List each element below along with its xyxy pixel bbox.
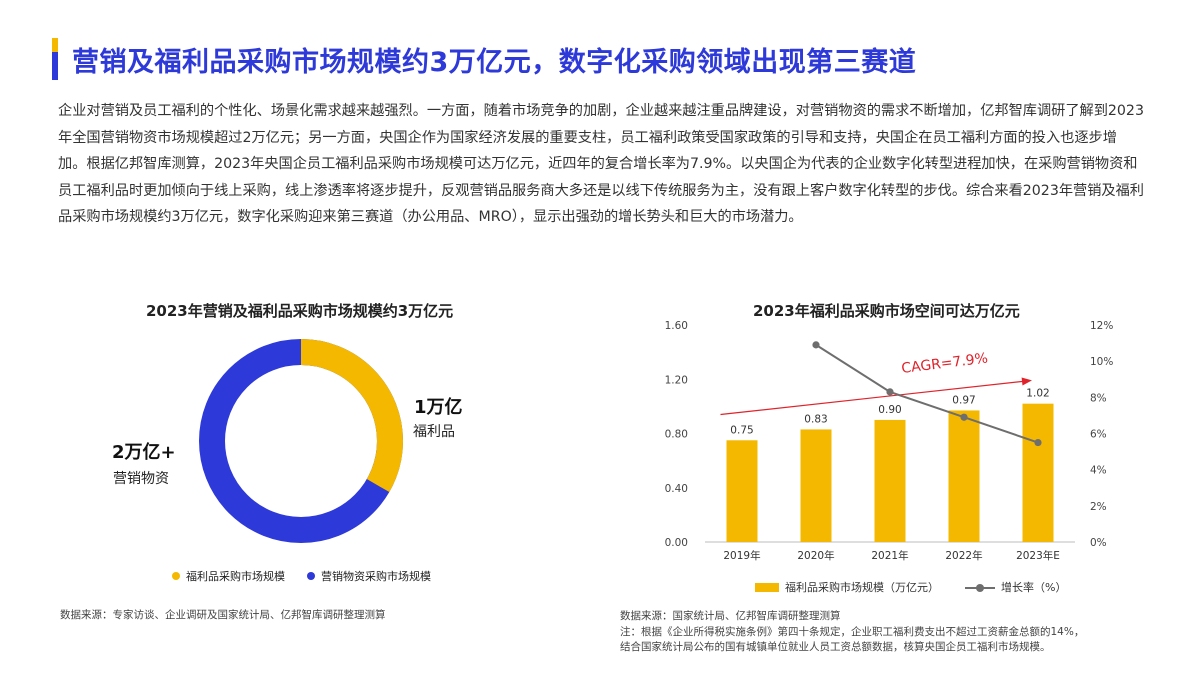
growth-rate-point [812,341,820,349]
legend-dot-welfare [172,572,180,580]
bar-value-label: 0.90 [878,404,901,416]
y-left-tick-label: 1.20 [665,374,688,386]
bar-value-label: 0.83 [804,413,827,425]
donut-legend: 福利品采购市场规模 营销物资采购市场规模 [172,568,453,584]
bar-note-line: 注：根据《企业所得税实施条例》第四十条规定，企业职工福利费支出不超过工资薪金总额… [620,625,1085,638]
x-tick-label: 2022年 [945,549,982,562]
y-left-tick-label: 0.80 [665,429,688,441]
bar-value-label: 0.97 [952,394,975,406]
page-title: 营销及福利品采购市场规模约3万亿元，数字化采购领域出现第三赛道 [72,46,917,78]
welfare-name-label: 福利品 [413,424,455,440]
x-tick-label: 2020年 [797,549,834,562]
bar-value-label: 0.75 [730,424,753,436]
bar-line-chart: 0.00 0.40 0.80 1.20 1.60 0% 2% 4% 6% 8% 10% 12% 0.75… [665,320,1114,562]
legend-label-welfare: 福利品采购市场规模 [186,570,285,583]
cagr-annotation: CAGR=7.9% [901,350,989,376]
bar [800,429,832,542]
cagr-arrow-head [1021,377,1032,386]
bar-source-notes: 数据来源：国家统计局、亿邦智库调研整理测算 注：根据《企业所得税实施条例》第四十… [620,609,1084,656]
legend-swatch-line [965,583,995,592]
y-right-tick-label: 2% [1090,501,1107,513]
title-accent-bar [52,38,58,80]
legend-label-marketing: 营销物资采购市场规模 [321,570,431,583]
legend-swatch-bar [755,582,779,592]
welfare-value-label: 1万亿 [414,397,463,418]
marketing-name-label: 营销物资 [113,471,169,487]
growth-rate-point [886,388,894,396]
legend-item-welfare: 福利品采购市场规模 [172,568,285,584]
y-right-tick-label: 12% [1090,320,1113,332]
bar [874,419,906,542]
legend-label-line: 增长率（%） [1001,581,1067,594]
bar [948,410,980,542]
bar-note-line: 结合国家统计局公布的国有城镇单位就业人员工资总额数据，核算央国企员工福利市场规模… [620,641,1051,653]
cagr-trend-arrow-line [720,380,1031,416]
x-tick-label: 2023年E [1016,549,1060,562]
y-right-tick-label: 8% [1090,392,1107,404]
marketing-value-label: 2万亿+ [112,442,176,463]
bar [1022,403,1054,542]
growth-rate-line [815,344,1039,444]
donut-source-note: 数据来源：专家访谈、企业调研及国家统计局、亿邦智库调研整理测算 [60,609,386,621]
donut-chart [198,335,404,547]
x-tick-label: 2019年 [723,549,760,562]
bar-source-line: 数据来源：国家统计局、亿邦智库调研整理测算 [620,610,841,622]
intro-paragraph: 企业对营销及员工福利的个性化、场景化需求越来越强烈。一方面，随着市场竞争的加剧，… [58,103,1144,225]
growth-rate-point [960,413,968,421]
growth-rate-point [1034,438,1042,447]
y-left-tick-label: 1.60 [665,320,688,332]
y-left-tick-label: 0.00 [665,537,688,549]
donut-slice-welfare [199,339,403,543]
y-left-tick-label: 0.40 [665,483,688,495]
legend-dot-marketing [307,572,315,580]
legend-item-marketing: 营销物资采购市场规模 [307,568,431,584]
legend-label-bar: 福利品采购市场规模（万亿元） [785,581,939,594]
y-right-tick-label: 6% [1090,429,1107,441]
bar [726,440,758,542]
bar-value-label: 1.02 [1026,388,1049,400]
donut-chart-title: 2023年营销及福利品采购市场规模约3万亿元 [146,302,454,320]
page-header: 营销及福利品采购市场规模约3万亿元，数字化采购领域出现第三赛道 [52,38,916,80]
x-tick-label: 2021年 [871,549,908,562]
bar-chart-legend: 福利品采购市场规模（万亿元） 增长率（%） [755,579,1066,595]
y-right-tick-label: 10% [1090,356,1113,368]
y-right-tick-label: 0% [1090,537,1107,549]
bar-chart-title: 2023年福利品采购市场空间可达万亿元 [753,302,1020,320]
y-right-tick-label: 4% [1090,465,1107,477]
